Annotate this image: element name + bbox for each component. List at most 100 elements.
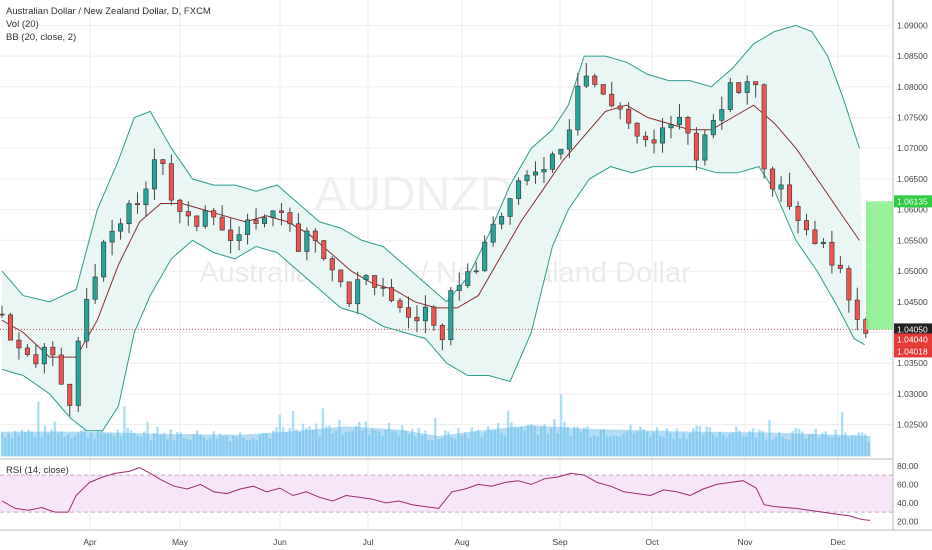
bollinger-indicator-label[interactable]: BB (20, close, 2) [6, 32, 76, 43]
volume-bar [344, 432, 348, 456]
candle-body [820, 241, 826, 244]
volume-bar [563, 421, 566, 456]
volume-bar [662, 437, 665, 456]
volume-bar [811, 433, 814, 456]
candle-body [329, 258, 335, 271]
candle-body [634, 122, 640, 137]
volume-bar [20, 429, 24, 456]
candle-body [710, 120, 716, 136]
rsi-indicator-label[interactable]: RSI (14, close) [6, 465, 69, 476]
candle-body [803, 220, 809, 231]
volume-bar [685, 438, 688, 456]
price-tag-label: 1.04018 [897, 346, 928, 356]
price-tick-label: 1.08500 [897, 51, 928, 61]
volume-bar [133, 432, 136, 456]
time-tick-label: Dec [830, 537, 846, 547]
volume-bar [586, 426, 589, 456]
watermark-name: Australian Dollar / New Zealand Dollar [199, 257, 691, 289]
volume-bar [599, 429, 602, 456]
volume-bar [867, 441, 870, 456]
volume-bar [401, 425, 404, 456]
candle-body [202, 210, 208, 227]
volume-bar [298, 431, 301, 456]
candle-body [58, 354, 64, 385]
volume-bar [440, 438, 444, 456]
volume-bar [751, 428, 755, 456]
time-tick-label: May [172, 537, 189, 547]
candle-body [837, 264, 843, 269]
price-tick-label: 1.03500 [897, 358, 928, 368]
volume-bar [80, 430, 83, 456]
volume-bar [364, 421, 368, 456]
candle-body [575, 85, 581, 131]
volume-bar [579, 432, 583, 456]
candle-body [456, 285, 462, 291]
volume-bar [43, 425, 47, 456]
volume-bar [245, 440, 248, 456]
candle-body [660, 127, 666, 144]
volume-bar [341, 435, 344, 456]
volume-bar [539, 427, 543, 456]
volume-bar [301, 423, 305, 456]
volume-bar [850, 435, 854, 456]
volume-bar [592, 435, 596, 456]
volume-bar [596, 436, 599, 456]
volume-bar [348, 431, 351, 456]
volume-indicator-label[interactable]: Vol (20) [6, 19, 39, 30]
volume-bar [493, 430, 497, 456]
volume-bar [827, 436, 831, 456]
candle-body [761, 84, 767, 170]
candle-body [744, 81, 750, 93]
candle-body [685, 116, 691, 134]
volume-bar [821, 432, 824, 456]
candle-body [397, 300, 403, 308]
volume-bar [708, 427, 712, 456]
volume-bar [23, 432, 27, 456]
volume-bar [199, 434, 202, 456]
volume-bar [248, 439, 252, 456]
price-tick-label: 1.07000 [897, 143, 928, 153]
volume-bar [533, 425, 536, 456]
time-tick-label: Nov [737, 537, 753, 547]
volume-bar [384, 429, 387, 456]
volume-bar [242, 437, 245, 456]
volume-bar [477, 429, 480, 456]
candle-body [24, 347, 30, 355]
candle-body [422, 306, 428, 322]
volume-bar [649, 437, 652, 456]
volume-bar [57, 432, 60, 456]
candle-body [439, 324, 445, 341]
projection-box [866, 201, 893, 330]
volume-bar [864, 434, 867, 456]
volume-bar [63, 437, 67, 456]
rsi-line [1, 467, 871, 521]
volume-bar [397, 435, 401, 456]
volume-bar [682, 432, 685, 456]
candle-body [211, 210, 217, 218]
volume-bar [272, 430, 275, 456]
candle-body [600, 84, 606, 95]
volume-bar [791, 431, 794, 456]
volume-bar [407, 433, 411, 456]
time-tick-label: Sep [552, 537, 567, 547]
volume-bar [741, 436, 745, 456]
price-tag-label: 1.04050 [897, 324, 928, 334]
candle-body [245, 219, 251, 235]
symbol-title[interactable]: Australian Dollar / New Zealand Dollar, … [6, 6, 211, 17]
volume-ma-area [1, 425, 871, 457]
candle-body [702, 134, 708, 161]
volume-bar [169, 429, 172, 456]
candle-body [219, 216, 225, 231]
candle-body [304, 230, 310, 252]
volume-bar [635, 431, 639, 456]
price-tag-label: 1.06135 [897, 196, 928, 206]
volume-bar [66, 434, 70, 456]
candle-body [668, 124, 674, 129]
volume-bar [513, 426, 516, 456]
volume-bar [202, 437, 205, 456]
volume-bar [404, 430, 407, 456]
volume-bar [639, 426, 642, 456]
volume-bar [219, 433, 222, 456]
volume-bar [381, 436, 384, 456]
volume-bar [291, 411, 295, 456]
